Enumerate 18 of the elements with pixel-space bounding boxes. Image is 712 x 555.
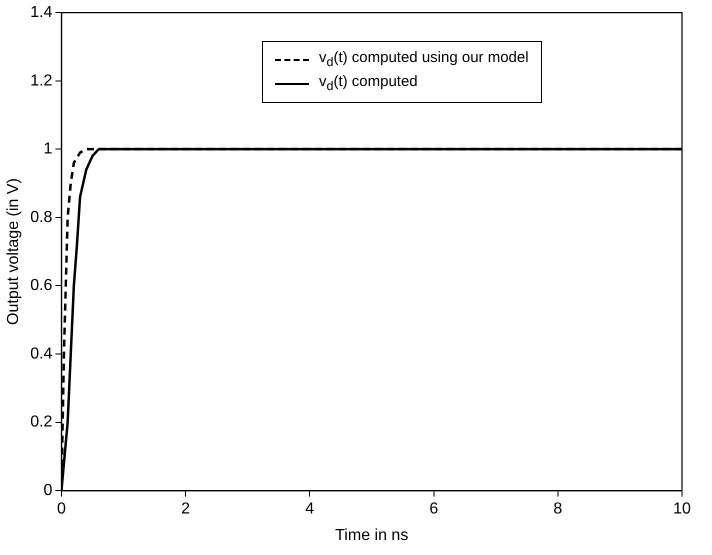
x-tick-label: 6 xyxy=(429,500,438,518)
y-tick-label: 1.2 xyxy=(30,72,53,90)
x-tick-label: 2 xyxy=(181,500,190,518)
x-tick-label: 0 xyxy=(56,500,66,518)
x-axis-title: Time in ns xyxy=(335,526,408,544)
y-tick-label: 0.4 xyxy=(30,345,53,362)
y-axis-title: Output voltage (in V) xyxy=(5,178,22,325)
y-tick-label: 1 xyxy=(44,140,53,158)
y-tick-label: 0 xyxy=(44,482,53,500)
y-tick-label: 0.6 xyxy=(30,277,53,294)
y-tick-label: 0.2 xyxy=(30,414,53,431)
legend-label: v$_{d}$(t) computed using our model xyxy=(319,48,529,71)
legend-label: v$_{d}$(t) computed xyxy=(319,72,418,95)
x-tick-label: 4 xyxy=(305,500,314,518)
y-tick-label: 0.8 xyxy=(30,208,53,226)
x-tick-label: 10 xyxy=(673,500,691,518)
x-tick-label: 8 xyxy=(553,500,562,518)
y-tick-label: 1.4 xyxy=(30,4,53,22)
